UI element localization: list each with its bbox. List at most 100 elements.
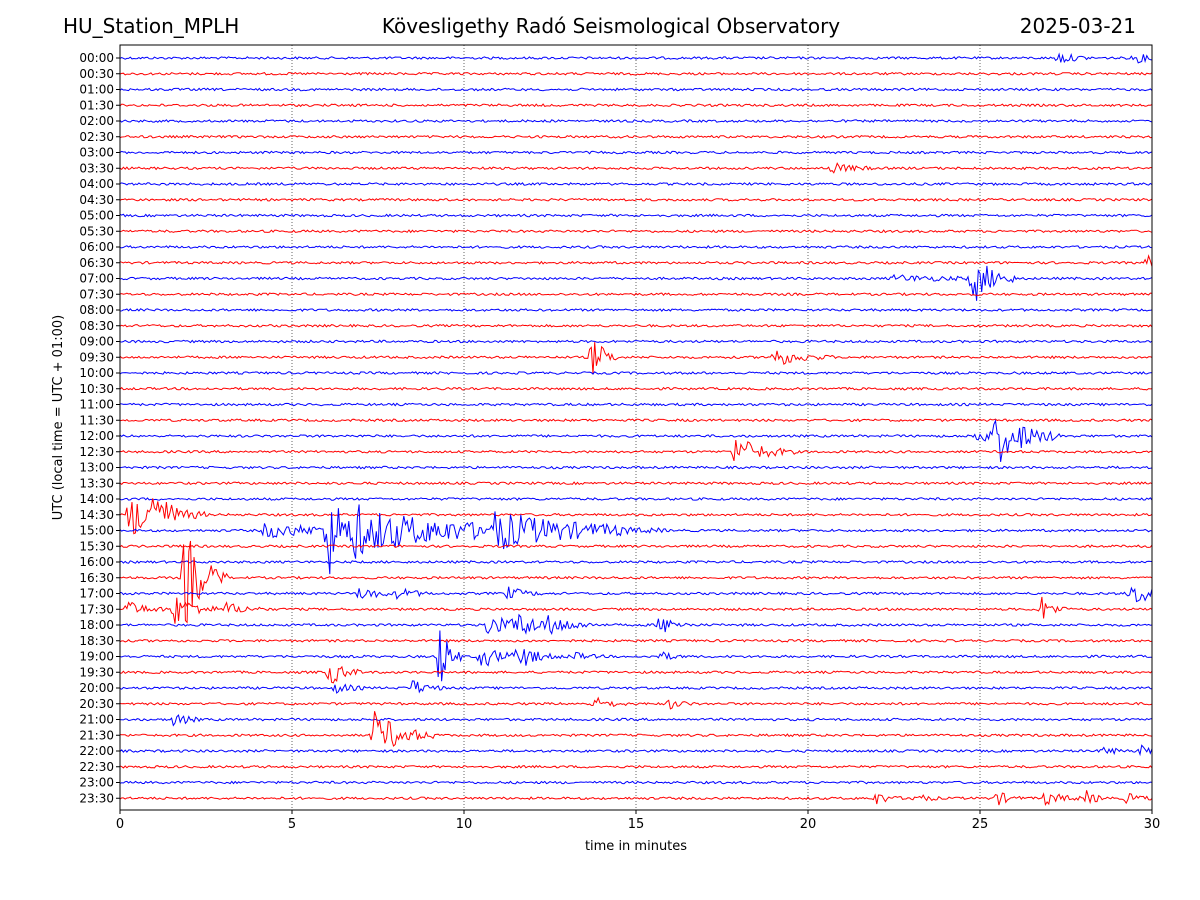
y-tick-label: 07:00	[79, 272, 114, 286]
y-tick-label: 16:30	[79, 571, 114, 585]
y-tick-label: 20:00	[79, 681, 114, 695]
trace-0100	[119, 87, 1153, 92]
y-axis-label: UTC (local time = UTC + 01:00)	[51, 315, 66, 520]
observatory-title-text: Kövesligethy Radó Seismological Observat…	[381, 14, 841, 38]
x-tick-label: 10	[456, 817, 473, 832]
y-tick-label: 06:00	[79, 240, 114, 254]
y-tick-label: 03:00	[79, 146, 114, 160]
trace-1400	[119, 497, 1153, 501]
trace-1630	[119, 540, 1153, 624]
y-tick-label: 12:30	[79, 445, 114, 459]
trace-1900	[119, 630, 1153, 682]
trace-0000	[119, 52, 1153, 64]
trace-1800	[120, 613, 1153, 636]
y-tick-label: 19:00	[79, 650, 114, 664]
trace-0330	[119, 162, 1153, 174]
trace-1830	[119, 638, 1153, 643]
trace-0430	[119, 197, 1153, 202]
y-tick-label: 15:00	[79, 524, 114, 538]
trace-0900	[119, 339, 1153, 344]
trace-0230	[119, 134, 1153, 139]
y-tick-label: 03:30	[79, 161, 114, 175]
y-tick-label: 15:30	[79, 539, 114, 553]
trace-1930	[120, 665, 1153, 684]
y-tick-label: 22:00	[79, 744, 114, 758]
trace-0730	[119, 292, 1153, 297]
y-tick-label: 04:30	[79, 193, 114, 207]
y-tick-label: 07:30	[79, 287, 114, 301]
trace-1700	[119, 586, 1153, 603]
trace-1230	[119, 440, 1153, 462]
y-tick-label: 10:30	[79, 382, 114, 396]
y-tick-label: 00:30	[79, 67, 114, 81]
trace-1130	[119, 418, 1153, 423]
trace-2030	[119, 696, 1153, 710]
y-tick-label: 11:00	[79, 398, 114, 412]
y-tick-label: 05:30	[79, 224, 114, 238]
y-tick-label: 14:00	[79, 492, 114, 506]
trace-1330	[119, 481, 1153, 486]
y-tick-label: 09:30	[79, 350, 114, 364]
observatory-title: Kövesligethy Radó Seismological Observat…	[0, 14, 1200, 38]
y-tick-label: 22:30	[79, 760, 114, 774]
trace-1500	[119, 504, 1153, 575]
x-axis: 0 5 10 15 20 25 30	[116, 810, 1160, 832]
station-name: HU_Station_MPLH	[63, 14, 240, 38]
y-tick-label: 19:30	[79, 665, 114, 679]
trace-2330	[119, 790, 1153, 806]
y-tick-label: 02:00	[79, 114, 114, 128]
y-tick-label: 21:00	[79, 713, 114, 727]
y-tick-label: 06:30	[79, 256, 114, 270]
y-tick-label: 13:00	[79, 461, 114, 475]
trace-0600	[119, 245, 1153, 249]
trace-1030	[119, 386, 1153, 391]
y-tick-label: 09:00	[79, 335, 114, 349]
trace-0500	[119, 213, 1153, 218]
y-tick-label: 12:00	[79, 429, 114, 443]
y-tick-label: 02:30	[79, 130, 114, 144]
trace-0200	[119, 119, 1153, 123]
trace-0700	[119, 265, 1153, 301]
y-tick-label: 11:30	[79, 413, 114, 427]
record-date: 2025-03-21	[1019, 14, 1136, 38]
y-tick-label: 08:00	[79, 303, 114, 317]
y-tick-label: 14:30	[79, 508, 114, 522]
trace-1300	[119, 465, 1153, 470]
y-tick-label: 01:00	[79, 83, 114, 97]
x-axis-label: time in minutes	[585, 839, 687, 854]
x-tick-label: 30	[1144, 817, 1161, 832]
trace-0630	[119, 254, 1153, 267]
x-tick-label: 25	[972, 817, 989, 832]
trace-1100	[120, 402, 1153, 407]
trace-1000	[119, 371, 1153, 375]
y-tick-label: 18:30	[79, 634, 114, 648]
y-tick-label: 18:00	[79, 618, 114, 632]
traces	[119, 52, 1153, 806]
trace-2000	[119, 680, 1153, 694]
trace-2100	[120, 714, 1153, 727]
x-tick-label: 20	[800, 817, 817, 832]
y-tick-label: 08:30	[79, 319, 114, 333]
grid-lines	[291, 45, 981, 810]
trace-1730	[119, 596, 1153, 624]
trace-1430	[119, 498, 1153, 535]
y-tick-label: 04:00	[79, 177, 114, 191]
trace-1530	[119, 544, 1153, 549]
y-tick-label: 17:00	[79, 587, 114, 601]
y-tick-label: 17:30	[79, 602, 114, 616]
y-tick-label: 23:00	[79, 776, 114, 790]
trace-0830	[119, 323, 1153, 328]
trace-0030	[119, 71, 1153, 76]
y-tick-label: 16:00	[79, 555, 114, 569]
trace-0300	[119, 150, 1153, 155]
y-tick-label: 00:00	[79, 51, 114, 65]
y-tick-label: 20:30	[79, 697, 114, 711]
trace-0800	[119, 308, 1153, 313]
trace-1600	[119, 559, 1153, 564]
trace-1200	[119, 419, 1153, 462]
y-tick-label: 23:30	[79, 791, 114, 805]
trace-0400	[119, 181, 1153, 187]
y-tick-label: 01:30	[79, 98, 114, 112]
